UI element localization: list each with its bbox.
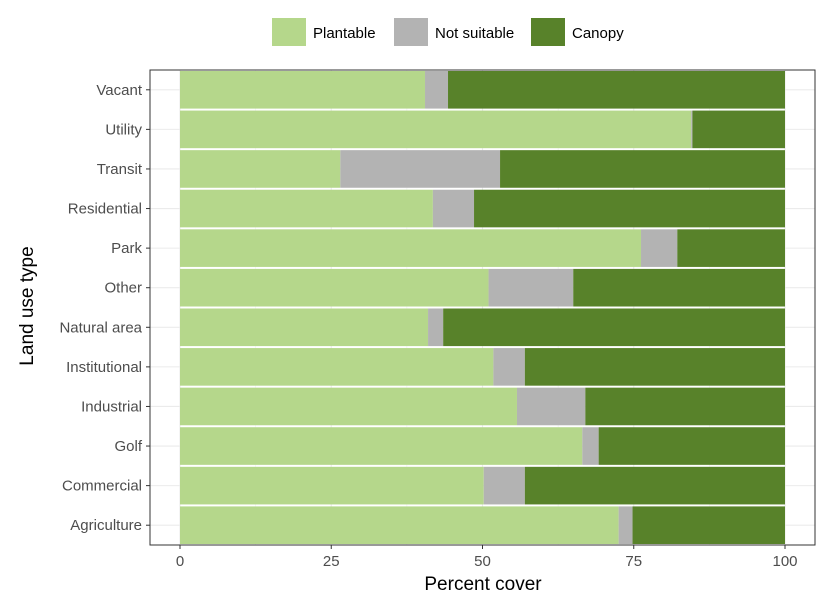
- bar-segment-not-suitable: [691, 110, 693, 149]
- legend: Plantable Not suitable Canopy: [272, 18, 624, 46]
- y-tick-label: Vacant: [96, 82, 142, 99]
- bar-segment-not-suitable: [618, 506, 633, 545]
- legend-key-not-suitable: [394, 18, 428, 46]
- bar-segment-not-suitable: [582, 427, 599, 465]
- y-axis-title: Land use type: [17, 246, 38, 365]
- bar-segment-not-suitable: [432, 189, 475, 228]
- y-tick-label: Residential: [68, 201, 142, 218]
- bar-segment-plantable: [180, 387, 517, 426]
- bar-segment-canopy: [500, 150, 785, 188]
- plot-area: Vacant Utility Transit Residential Park Other…: [59, 69, 816, 570]
- y-tick-label: Transit: [97, 161, 143, 178]
- bar-segment-plantable: [180, 466, 484, 505]
- legend-label: Canopy: [572, 25, 624, 42]
- x-tick-label: 25: [323, 553, 340, 570]
- y-tick-label: Utility: [105, 121, 142, 138]
- y-tick-label: Natural area: [59, 319, 142, 336]
- bar-segment-canopy: [585, 387, 785, 426]
- y-tick-label: Golf: [114, 438, 142, 455]
- bar-segment-canopy: [677, 229, 785, 267]
- bar-segment-not-suitable: [641, 229, 678, 267]
- bar-segment-plantable: [180, 229, 642, 267]
- y-tick-label: Institutional: [66, 359, 142, 376]
- bar-segment-canopy: [448, 70, 785, 109]
- x-tick-label: 50: [474, 553, 491, 570]
- x-tick-label: 0: [176, 553, 184, 570]
- y-tick-label: Agriculture: [70, 517, 142, 534]
- bar-segment-plantable: [180, 110, 692, 149]
- bar-segment-plantable: [180, 189, 433, 228]
- bar-segment-plantable: [180, 348, 494, 386]
- y-tick-label: Other: [104, 280, 142, 297]
- y-tick-label: Industrial: [81, 398, 142, 415]
- bar-segment-plantable: [180, 268, 489, 307]
- x-tick-label: 75: [625, 553, 642, 570]
- legend-key-canopy: [531, 18, 565, 46]
- x-tick-label: 100: [772, 553, 797, 570]
- bar-segment-not-suitable: [425, 70, 449, 109]
- bar-segment-not-suitable: [488, 268, 574, 307]
- bar-segment-canopy: [474, 189, 785, 228]
- bar-segment-plantable: [180, 150, 341, 188]
- y-tick-label: Park: [111, 240, 142, 257]
- bar-segment-canopy: [524, 348, 785, 386]
- legend-label: Plantable: [313, 25, 376, 42]
- legend-key-plantable: [272, 18, 306, 46]
- bar-segment-not-suitable: [493, 348, 525, 386]
- bar-segment-not-suitable: [340, 150, 501, 188]
- bar-segment-canopy: [598, 427, 785, 465]
- bar-segment-not-suitable: [516, 387, 586, 426]
- bar-segment-not-suitable: [428, 308, 444, 347]
- legend-label: Not suitable: [435, 25, 514, 42]
- bar-segment-plantable: [180, 70, 426, 109]
- bar-segment-canopy: [632, 506, 785, 545]
- bar-segment-canopy: [573, 268, 785, 307]
- bar-segment-plantable: [180, 308, 429, 347]
- bar-segment-canopy: [524, 466, 785, 505]
- bar-segment-canopy: [443, 308, 785, 347]
- y-tick-label: Commercial: [62, 478, 142, 495]
- bar-segment-canopy: [692, 110, 785, 149]
- bar-segment-not-suitable: [483, 466, 525, 505]
- x-axis-title: Percent cover: [424, 574, 542, 595]
- bar-segment-plantable: [180, 506, 619, 545]
- bar-segment-plantable: [180, 427, 583, 465]
